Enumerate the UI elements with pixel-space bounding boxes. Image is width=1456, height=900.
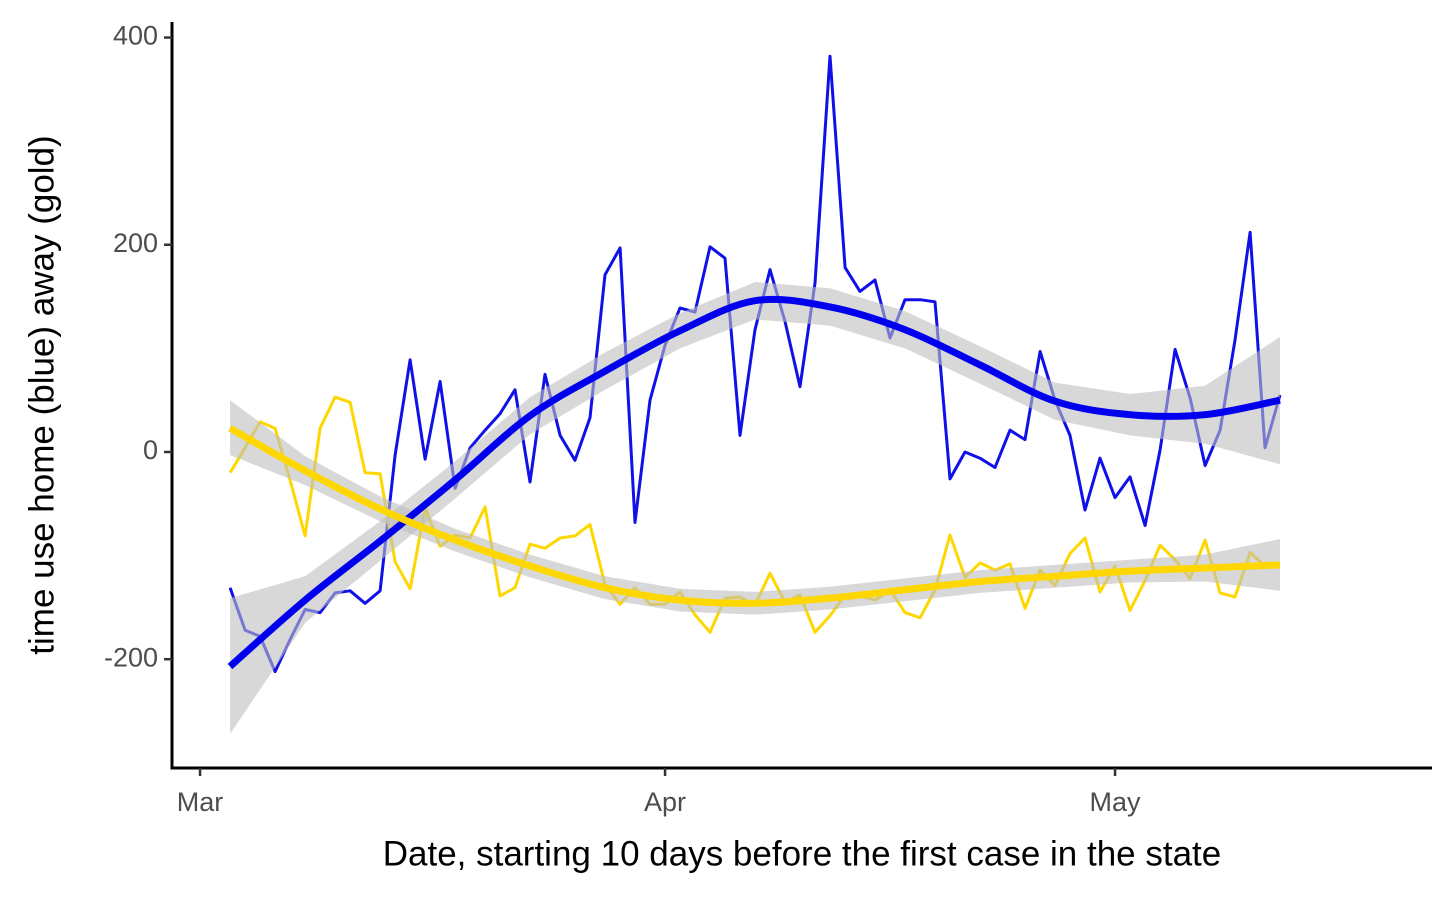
y-tick-label: 400 [113,21,158,51]
y-tick-label: 200 [113,228,158,258]
x-tick-label: May [1090,787,1142,817]
smooth-line [227,295,1281,670]
x-axis-title: Date, starting 10 days before the first … [383,834,1222,873]
y-tick-label: -200 [104,642,158,672]
confidence-band [230,282,1281,734]
y-tick-label: 0 [143,435,158,465]
data-line [228,54,1282,674]
confidence-band [230,400,1281,615]
x-tick-label: Apr [644,787,686,817]
smooth-line [228,425,1281,607]
y-axis-title: time use home (blue) away (gold) [22,135,61,654]
x-tick-label: Mar [177,787,224,817]
